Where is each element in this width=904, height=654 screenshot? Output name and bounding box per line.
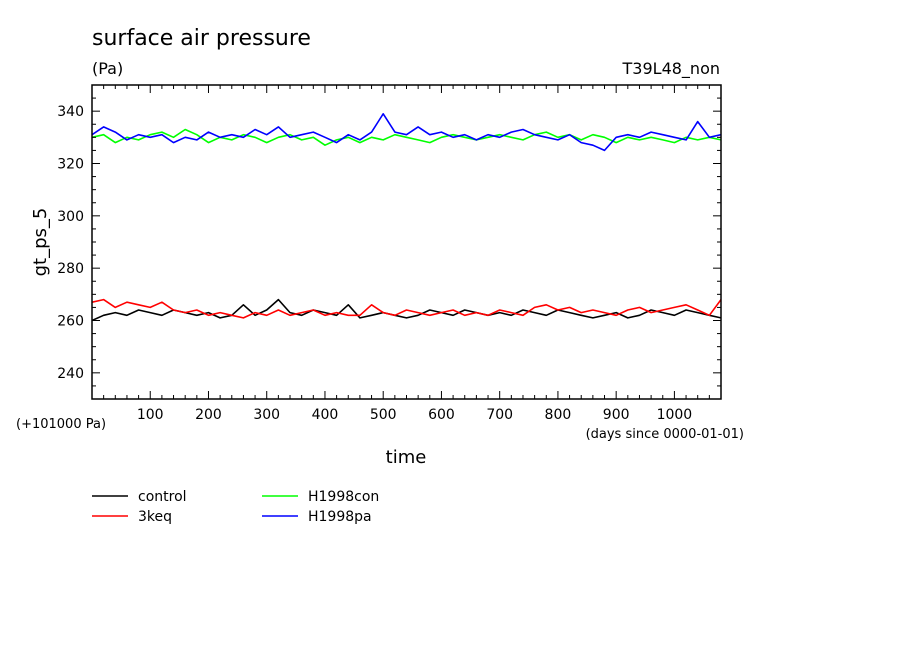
run-label: T39L48_non: [622, 59, 720, 79]
series-line-H1998con: [92, 128, 721, 146]
series-line-H1998pa: [92, 113, 721, 152]
y-axis-label: gt_ps_5: [30, 208, 51, 277]
x-axis-label: time: [386, 447, 427, 468]
chart-title: surface air pressure: [92, 26, 311, 51]
x-tick-label: 200: [195, 407, 222, 423]
x-tick-label: 800: [545, 407, 572, 423]
unit-label: (Pa): [92, 59, 123, 78]
x-note: (days since 0000-01-01): [586, 427, 744, 442]
x-tick-label: 700: [486, 407, 513, 423]
x-tick-label: 500: [370, 407, 397, 423]
legend-label-control: control: [138, 489, 187, 505]
series-line-3keq: [92, 298, 721, 319]
y-tick-label: 240: [57, 366, 84, 382]
y-tick-label: 340: [57, 104, 84, 120]
y-tick-label: 300: [57, 209, 84, 225]
x-tick-label: 300: [253, 407, 280, 423]
legend: control 3keq H1998con H1998pa: [92, 489, 379, 525]
y-tick-label: 320: [57, 157, 84, 173]
x-tick-label: 1000: [657, 407, 693, 423]
x-tick-label: 600: [428, 407, 455, 423]
legend-label-H1998pa: H1998pa: [308, 509, 372, 525]
legend-label-H1998con: H1998con: [308, 489, 379, 505]
x-tick-label: 400: [312, 407, 339, 423]
plot-area: [91, 84, 722, 400]
y-offset-note: (+101000 Pa): [16, 417, 106, 432]
x-tick-label: 100: [137, 407, 164, 423]
y-tick-label: 280: [57, 261, 84, 277]
plot-frame: [91, 84, 722, 400]
y-tick-label: 260: [57, 314, 84, 330]
x-tick-label: 900: [603, 407, 630, 423]
legend-label-3keq: 3keq: [138, 509, 172, 525]
series-line-control: [92, 298, 721, 322]
